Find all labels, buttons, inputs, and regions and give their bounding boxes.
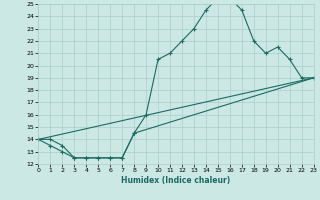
X-axis label: Humidex (Indice chaleur): Humidex (Indice chaleur) — [121, 176, 231, 185]
